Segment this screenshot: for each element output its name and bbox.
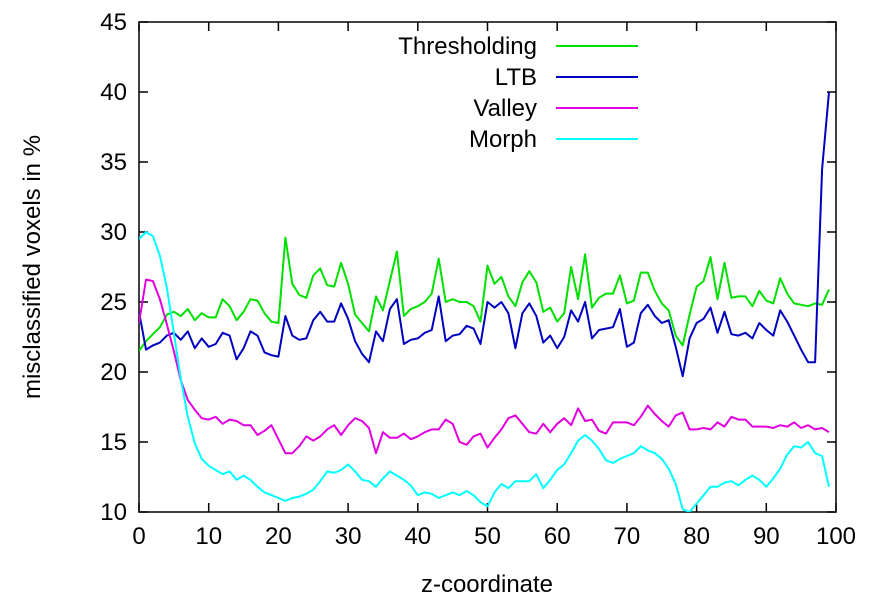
y-tick-label: 30 <box>100 219 127 246</box>
series-line-morph <box>139 231 830 512</box>
y-tick-label: 35 <box>100 149 127 176</box>
legend-label: LTB <box>495 64 537 91</box>
y-tick-label: 15 <box>100 429 127 456</box>
legend: Thresholding LTB Valley Morph <box>398 33 638 153</box>
series-line-ltb <box>139 91 830 378</box>
y-axis-label: misclassified voxels in % <box>19 135 46 399</box>
x-axis-label: z-coordinate <box>421 571 553 598</box>
legend-label: Valley <box>473 95 537 122</box>
y-tick-label: 25 <box>100 289 127 316</box>
x-tick-label: 30 <box>335 523 362 550</box>
series-line-valley <box>139 278 830 455</box>
y-tick-label: 45 <box>100 9 127 36</box>
y-tick-label: 10 <box>100 499 127 526</box>
x-tick-label: 20 <box>265 523 292 550</box>
y-tick-label: 40 <box>100 79 127 106</box>
legend-label: Thresholding <box>398 33 537 60</box>
x-tick-label: 80 <box>683 523 710 550</box>
series-line-thresholding <box>139 236 830 352</box>
series-layer <box>139 91 830 512</box>
legend-label: Morph <box>469 126 537 153</box>
x-tick-label: 40 <box>404 523 431 550</box>
y-tick-label: 20 <box>100 359 127 386</box>
x-tick-label: 90 <box>753 523 780 550</box>
x-tick-label: 10 <box>195 523 222 550</box>
x-tick-label: 70 <box>614 523 641 550</box>
x-tick-label: 60 <box>544 523 571 550</box>
x-tick-label: 100 <box>816 523 856 550</box>
x-tick-label: 0 <box>132 523 145 550</box>
x-tick-label: 50 <box>474 523 501 550</box>
